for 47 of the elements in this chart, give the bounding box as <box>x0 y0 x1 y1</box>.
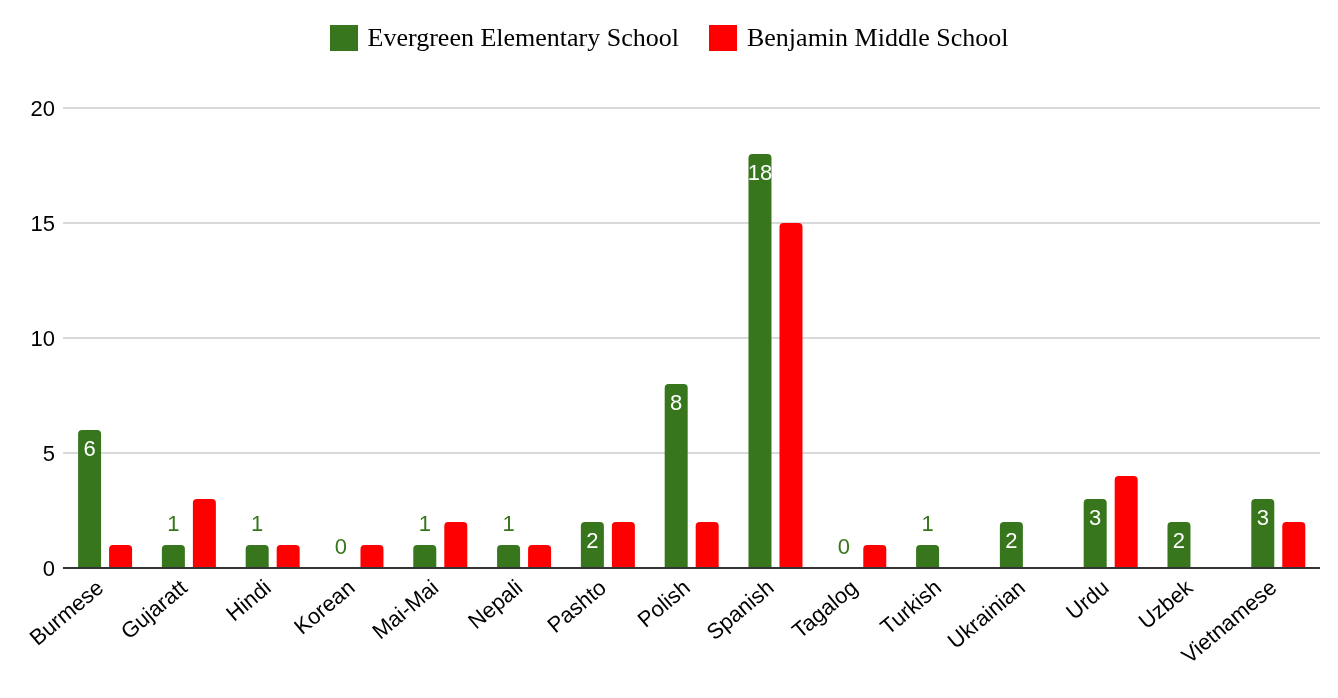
bar <box>916 545 940 568</box>
data-label: 2 <box>1172 528 1186 553</box>
bar <box>497 545 521 568</box>
data-label: 2 <box>586 528 599 553</box>
data-label: 1 <box>502 511 515 536</box>
data-label: 1 <box>418 511 431 536</box>
data-label: 6 <box>83 436 96 461</box>
bar <box>611 522 635 568</box>
bar <box>779 223 803 568</box>
data-label: 2 <box>1005 528 1018 553</box>
bar <box>528 545 552 568</box>
bar <box>161 545 185 568</box>
bar <box>580 522 604 568</box>
data-label: 1 <box>251 511 264 536</box>
bar <box>413 545 437 568</box>
bar <box>1083 499 1107 568</box>
bar <box>664 384 688 568</box>
legend-label: Evergreen Elementary School <box>367 23 679 53</box>
y-tick-label: 15 <box>30 210 55 236</box>
bar <box>360 545 384 568</box>
bar <box>444 522 468 568</box>
bar <box>1282 522 1306 568</box>
data-label: 8 <box>670 390 683 415</box>
bar <box>192 499 216 568</box>
y-tick-label: 10 <box>30 325 55 351</box>
bar <box>109 545 133 568</box>
bar <box>1114 476 1138 568</box>
y-tick-label: 5 <box>42 440 55 466</box>
data-label: 1 <box>167 511 180 536</box>
y-tick-label: 0 <box>42 555 55 581</box>
bar <box>999 522 1023 568</box>
data-label: 3 <box>1256 505 1269 530</box>
legend-label: Benjamin Middle School <box>746 23 1009 53</box>
bar <box>1251 499 1275 568</box>
bar <box>78 430 102 568</box>
bar <box>245 545 269 568</box>
data-label: 3 <box>1089 505 1102 530</box>
x-tick-label: Urdu <box>1061 574 1114 625</box>
data-label: 18 <box>747 160 773 185</box>
bar <box>748 154 772 568</box>
bar <box>276 545 300 568</box>
data-label: 0 <box>837 534 850 559</box>
data-label: 0 <box>334 534 348 559</box>
bar <box>695 522 719 568</box>
y-tick-label: 20 <box>30 95 55 121</box>
data-label: 1 <box>921 511 934 536</box>
bar <box>863 545 887 568</box>
